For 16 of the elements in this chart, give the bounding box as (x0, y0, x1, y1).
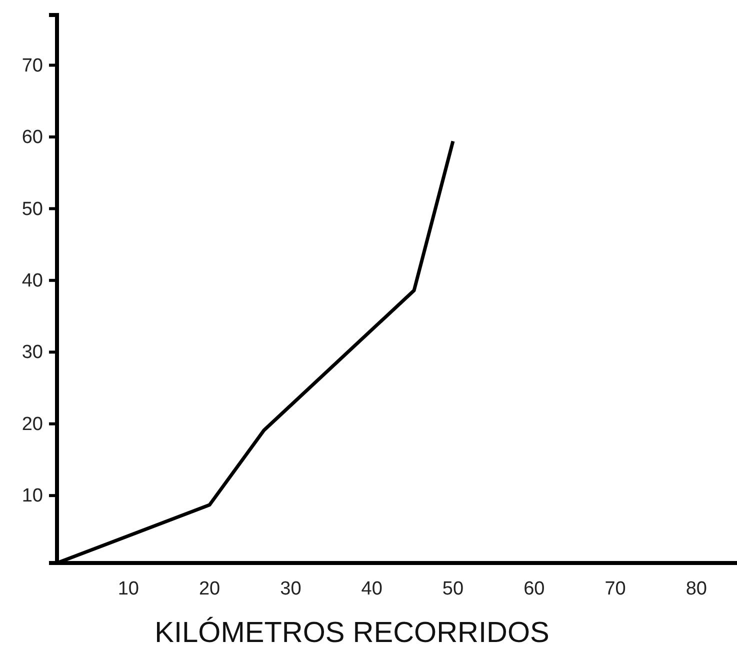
y-tick-label: 30 (22, 342, 43, 364)
x-tick-label: 30 (280, 578, 302, 600)
y-tick-label: 70 (22, 55, 43, 76)
x-tick-label: 60 (524, 578, 545, 600)
y-tick-label: 40 (22, 270, 43, 292)
x-tick-label: 40 (361, 578, 382, 600)
x-tick-label: 20 (198, 578, 220, 600)
y-tick-label: 20 (22, 414, 43, 435)
x-tick-label: 10 (118, 578, 139, 600)
x-tick-label: 70 (604, 578, 626, 600)
y-tick-label: 60 (22, 127, 43, 148)
y-tick-label: 10 (22, 486, 43, 507)
x-tick-label: 80 (686, 578, 707, 600)
y-tick-label: 50 (22, 198, 43, 220)
x-axis-title: KILÓMETROS RECORRIDOS (154, 616, 550, 649)
x-tick-label: 50 (442, 578, 464, 600)
